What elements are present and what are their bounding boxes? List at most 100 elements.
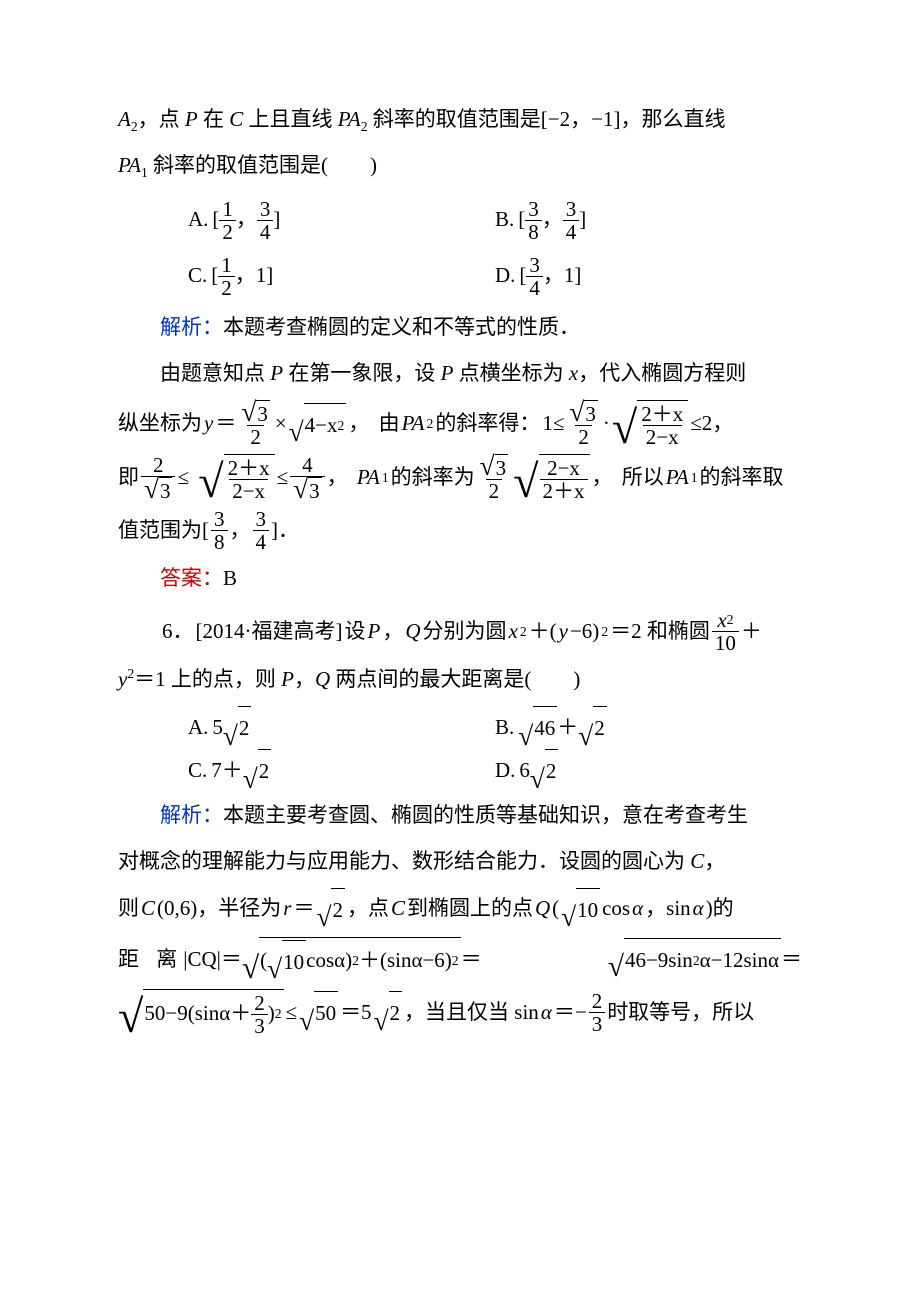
text: ) [370, 153, 377, 177]
var-P: P [441, 361, 454, 385]
sqrt: √10 [561, 888, 600, 931]
sqrt-long: √ 46−9sin2α−12sinα [608, 938, 781, 981]
sqrt: √2 [223, 706, 251, 749]
sqrt: √50 [299, 991, 338, 1034]
text: ，当且仅当 sin [404, 993, 539, 1033]
option-B: B. [ 38 ， 34 ] [495, 192, 802, 248]
alpha: α [541, 993, 552, 1033]
label-B: B. [495, 200, 514, 240]
alpha: α [632, 889, 643, 929]
sqrt-frac: √ 2＋x2−x [612, 400, 688, 448]
bracket: [ [518, 200, 525, 240]
text: ]． [271, 511, 299, 551]
sq: 2 [601, 619, 608, 645]
le: ≤ [286, 993, 298, 1033]
blank [328, 153, 370, 177]
cos: cos [602, 889, 630, 929]
text: 即 [118, 458, 139, 498]
var-P: P [281, 667, 294, 691]
math-line: 距 离 |CQ| ＝ √ ( √10 cosα)2 ＋(sinα−6)2 ＝ √… [118, 937, 802, 983]
q5-options: A. [ 12 ， 34 ] B. [ 38 ， 34 ] C. [ 12 ， … [188, 192, 802, 304]
sep: ， [543, 256, 564, 296]
text: ) [573, 667, 580, 691]
paren: ( [552, 889, 559, 929]
frac: 38 [211, 508, 228, 553]
sqrt: √2 [243, 749, 271, 792]
times: × [275, 404, 287, 444]
answer-label: 答案： [160, 566, 223, 590]
abs-CQ: |CQ| [183, 940, 221, 980]
var-y: y [118, 667, 127, 691]
var-PA1: PA [666, 458, 689, 498]
text: 到椭圆上的点 [407, 889, 533, 929]
sqrt-long: √ ( √10 cosα)2 ＋(sinα−6)2 [242, 937, 461, 983]
text: 设 [344, 612, 365, 652]
text: 分别为圆 [422, 612, 506, 652]
math-line: 则 C (0,6)，半径为 r ＝ √2 ，点 C 到椭圆上的点 Q ( √10… [118, 888, 802, 931]
five: 5 [212, 708, 223, 748]
q6-tag: [2014·福建高考] [196, 612, 343, 652]
eq: ＝ [781, 940, 802, 980]
var-PA2: PA [338, 107, 361, 131]
text: 所以 [622, 458, 664, 498]
frac: x2 10 [712, 609, 739, 654]
math-line: 纵坐标为 y ＝ √3 2 × √4−x2 ， 由 PA2 的斜率得： 1≤ √… [118, 400, 802, 448]
text: 本题主要考查圆、椭圆的性质等基础知识，意在考查考生 [223, 803, 748, 827]
text: 值范围为[ [118, 511, 209, 551]
frac: 34 [526, 254, 543, 299]
text: 距 离 [118, 940, 183, 980]
frac: 12 [218, 254, 235, 299]
frac: 12 [219, 198, 236, 243]
dot: · [603, 404, 610, 444]
ineq: ≤2， [690, 404, 733, 444]
option-A: A. [ 12 ， 34 ] [188, 192, 495, 248]
text: (0,6)，半径为 [157, 889, 281, 929]
math-line: 值范围为[ 38 ， 34 ]． [118, 508, 802, 553]
sep: ， [235, 256, 256, 296]
text: 纵坐标为 [118, 404, 202, 444]
seven-plus: 7＋ [211, 751, 243, 791]
text: ，点 [347, 889, 389, 929]
var-PA2: PA [402, 404, 425, 444]
math-line: 即 2 √3 ≤ √ 2＋x2−x ≤ 4 √3 ， PA1 的斜率为 √3 2… [118, 454, 802, 502]
sub-2: 2 [361, 119, 368, 134]
frac: 34 [257, 198, 274, 243]
sqrt-frac: √ 2−x2＋x [513, 454, 589, 502]
label-D: D. [495, 256, 515, 296]
sqrt-long: √ 50−9(sinα＋ 23 )2 [118, 989, 284, 1037]
eq: ＝ [461, 940, 482, 980]
bracket: ] [273, 200, 280, 240]
var-PA1: PA [357, 458, 380, 498]
q6-number: 6． [162, 612, 194, 652]
sqrt: √2 [578, 706, 606, 749]
var-x: x [508, 612, 517, 652]
frac: √3 2 [477, 454, 511, 502]
frac: 23 [589, 990, 606, 1035]
label-C: C. [188, 256, 207, 296]
q6-stem: 6． [2014·福建高考] 设 P ， Q 分别为圆 x2 ＋( y −6)2… [118, 609, 802, 654]
text: 点横坐标为 [453, 361, 569, 385]
sqrt: √4−x2 [289, 403, 347, 446]
ineq: 1≤ [542, 404, 564, 444]
option-D: D. 6 √2 [495, 749, 802, 792]
bracket: [ [519, 256, 526, 296]
sq: 2 [520, 619, 527, 645]
text: ， [704, 849, 725, 873]
sqrt: √2 [374, 991, 402, 1034]
text: 时取等号，所以 [607, 993, 754, 1033]
analysis-label: 解析： [160, 315, 223, 339]
eq-neg: ＝− [554, 993, 587, 1033]
var-P: P [270, 361, 283, 385]
text: 上且直线 [243, 107, 338, 131]
one: 1 [564, 256, 575, 296]
frac: 4 √3 [290, 454, 324, 502]
text: 斜率的取值范围是( [148, 153, 328, 177]
text: 的斜率取 [700, 458, 784, 498]
sub: 1 [382, 465, 389, 491]
bracket: ] [579, 200, 586, 240]
sub: 2 [427, 411, 434, 437]
var-A2: A [118, 107, 131, 131]
sqrt-frac: √ 2＋x2−x [198, 454, 274, 502]
label-C: C. [188, 751, 207, 791]
var-r: r [283, 889, 291, 929]
